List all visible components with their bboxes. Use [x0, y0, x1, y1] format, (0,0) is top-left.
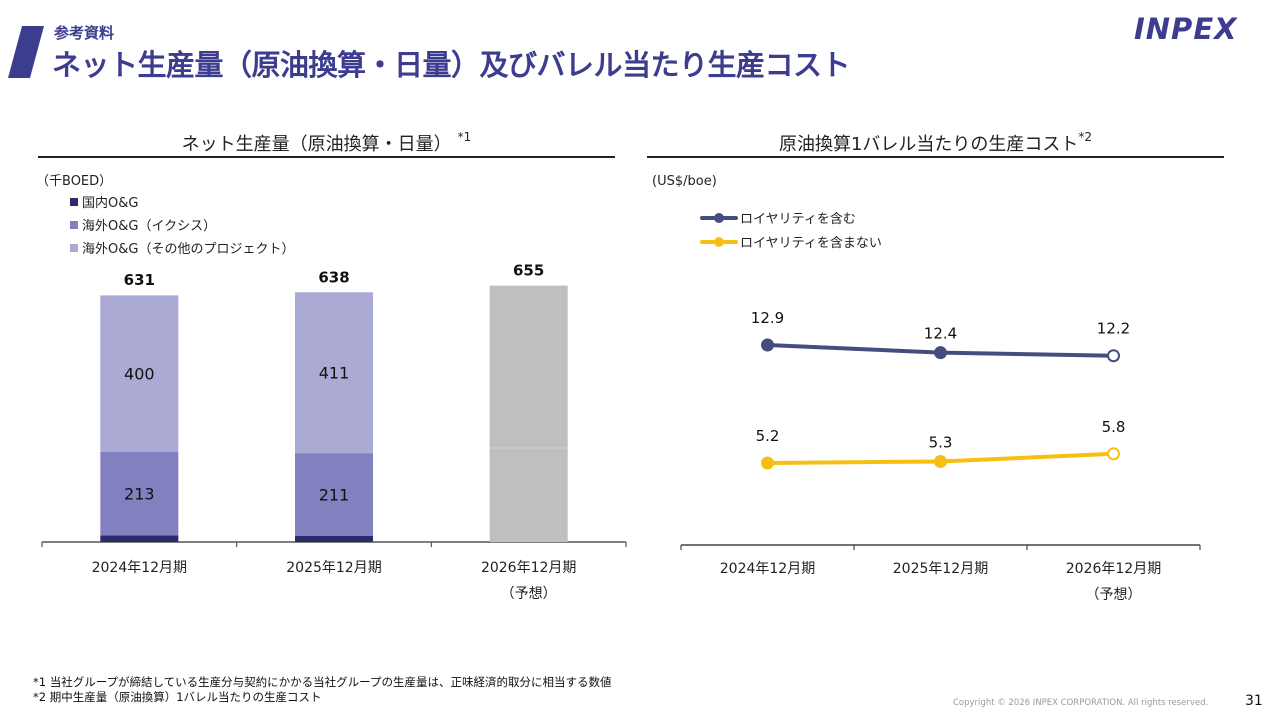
footnote-ref-2: *2 [1078, 130, 1093, 144]
bar-segment [295, 292, 373, 454]
legend-label: ロイヤリティを含まない [740, 236, 882, 251]
bar-segment [100, 295, 179, 452]
data-point [934, 454, 947, 468]
x-tick-label: 2024年12月期 [92, 560, 187, 576]
bar-segment-label: 211 [319, 485, 350, 504]
legend-label: 海外O&G（イクシス） [82, 219, 217, 234]
cost-chart-title: 原油換算1バレル当たりの生産コスト*2 [647, 130, 1224, 156]
legend-label: 国内O&G [82, 196, 139, 211]
legend-line-marker-excl-royalty [700, 236, 738, 247]
data-label: 5.2 [756, 427, 780, 445]
legend-item-ichthys: 海外O&G（イクシス） [70, 215, 216, 234]
bar-segment-label: 213 [124, 485, 155, 504]
legend-swatch-other-projects [70, 243, 78, 252]
bar-segment [100, 451, 179, 536]
x-tick-label: 2025年12月期 [286, 560, 381, 576]
legend-swatch-domestic [70, 197, 78, 206]
cost-chart-title-text: 原油換算1バレル当たりの生産コスト [778, 134, 1079, 155]
bar-segment [295, 535, 373, 542]
svg-text:INPEX: INPEX [1134, 12, 1238, 44]
production-chart-title: ネット生産量（原油換算・日量） *1 [38, 130, 615, 156]
legend-label: 海外O&G（その他のプロジェクト） [82, 242, 295, 257]
data-point [934, 346, 947, 360]
bar-segment-label: 400 [124, 365, 155, 384]
legend-item-excl-royalty: ロイヤリティを含まない [700, 232, 882, 251]
title-accent-slash [8, 26, 44, 78]
footnote-ref-1: *1 [457, 130, 472, 144]
bar-total-label: 655 [513, 262, 544, 280]
legend-swatch-ichthys [70, 220, 78, 229]
footnote-2: *2 期中生産量（原油換算）1バレル当たりの生産コスト [33, 690, 322, 704]
cost-chart-title-rule [647, 156, 1224, 158]
x-tick-label: 2026年12月期 [481, 560, 576, 576]
bar-forecast [489, 285, 568, 542]
bar-total-label: 631 [124, 271, 155, 289]
footnote-1: *1 当社グループが締結している生産分与契約にかかる当社グループの生産量は、正味… [33, 675, 612, 689]
x-tick-label: 2026年12月期 [1066, 561, 1161, 577]
bar-segment-label: 411 [319, 364, 350, 383]
legend-item-incl-royalty: ロイヤリティを含む [700, 208, 856, 227]
data-point [761, 456, 774, 470]
x-tick-label: 2025年12月期 [893, 561, 988, 577]
data-point [1107, 349, 1120, 363]
data-point [761, 338, 774, 352]
inpex-logo: INPEX [1134, 12, 1238, 44]
legend-label: ロイヤリティを含む [740, 212, 856, 227]
legend-item-other-projects: 海外O&G（その他のプロジェクト） [70, 238, 294, 257]
data-label: 5.3 [929, 433, 953, 451]
bar-segment [295, 453, 373, 536]
page-number: 31 [1245, 693, 1263, 709]
production-unit-label: （千BOED） [36, 174, 113, 189]
data-label: 12.4 [924, 325, 957, 343]
copyright: Copyright © 2026 INPEX CORPORATION. All … [953, 698, 1209, 708]
x-tick-sublabel: （予想） [501, 586, 557, 602]
x-tick-sublabel: （予想） [1086, 587, 1142, 603]
data-label: 12.2 [1097, 320, 1130, 338]
cost-unit-label: (US$/boe) [652, 174, 717, 189]
production-chart-title-text: ネット生産量（原油換算・日量） [181, 134, 452, 155]
page-title: ネット生産量（原油換算・日量）及びバレル当たり生産コスト [52, 48, 851, 82]
data-point [1107, 447, 1120, 461]
bar-segment [100, 535, 179, 542]
data-label: 12.9 [751, 309, 784, 327]
bar-total-label: 638 [318, 268, 349, 286]
x-tick-label: 2024年12月期 [720, 561, 815, 577]
production-chart-title-rule [38, 156, 615, 158]
data-label: 5.8 [1102, 418, 1126, 436]
legend-item-domestic: 国内O&G [70, 192, 138, 211]
legend-line-marker-incl-royalty [700, 212, 738, 223]
section-subtitle: 参考資料 [54, 24, 115, 42]
